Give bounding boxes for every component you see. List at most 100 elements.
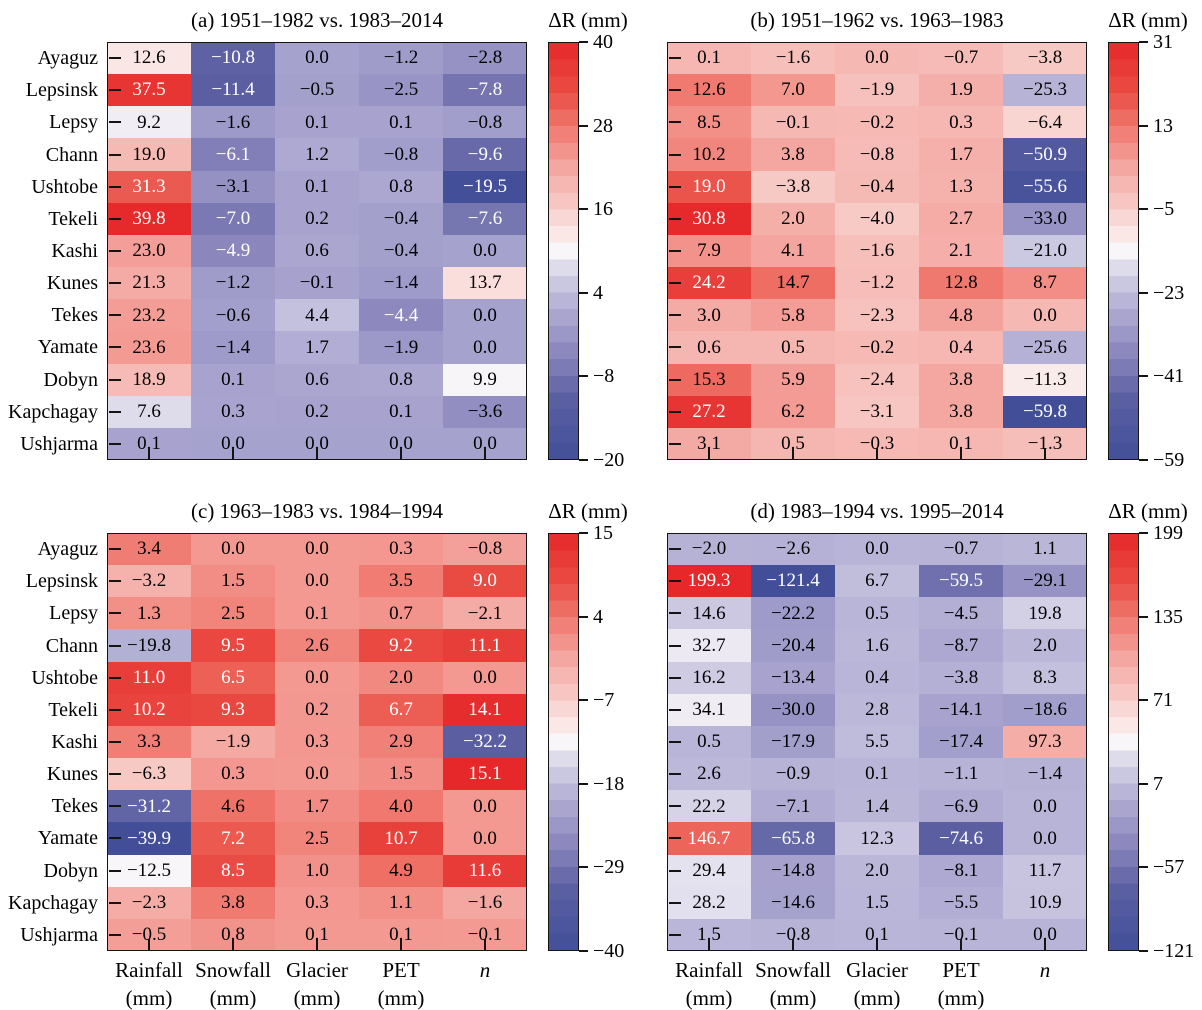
heatmap-cell: 19.8 [1003,597,1087,630]
row-label-ayaguz: Ayaguz [37,47,98,70]
heatmap-cell: 3.8 [919,363,1003,397]
colorbar-tick [1139,866,1148,869]
heatmap-cell: 4.4 [275,299,359,332]
y-tick [108,580,121,583]
x-tick [148,447,150,459]
heatmap-cell: 7.0 [751,74,835,107]
colorbar-tick-label: −41 [1153,365,1185,388]
heatmap-cell: 31.3 [107,170,191,204]
heatmap-cell: −1.9 [359,331,443,365]
x-tick [708,938,710,950]
colorbar-tick-label: 40 [593,31,613,53]
heatmap-cell: −3.6 [443,395,527,429]
heatmap-cell: −0.7 [919,42,1003,75]
heatmap-cell: −2.6 [751,533,835,566]
heatmap-cell: 0.1 [835,758,919,791]
x-tick [708,447,710,459]
colorbar-tick-label: 7 [1153,772,1163,795]
heatmap-cell: −0.9 [751,758,835,791]
heatmap-cell: 9.0 [443,565,527,598]
heatmap-cell: −59.5 [919,565,1003,598]
row-label-kunes: Kunes [46,272,98,295]
heatmap-cell: 37.5 [107,74,191,107]
heatmap-cell: 199.3 [667,565,751,598]
y-tick [668,644,681,647]
y-tick [108,185,121,188]
heatmap-cell: −2.3 [107,886,191,920]
row-label-kashi: Kashi [51,731,98,753]
heatmap-cell: 4.0 [359,790,443,823]
heatmap-cell: −13.4 [751,661,835,695]
colorbar-tick-label: −7 [593,689,615,712]
row-label-tekes: Tekes [51,304,98,327]
heatmap-cell: −2.8 [443,42,527,75]
y-tick [108,314,121,317]
heatmap-cell: −20.4 [751,629,835,663]
heatmap-cell: 3.0 [667,299,751,332]
heatmap-cell: −8.7 [919,629,1003,663]
heatmap-cell: 9.2 [107,106,191,139]
heatmap-cell: 3.8 [191,886,275,920]
heatmap-cell: 2.1 [919,234,1003,268]
heatmap-cell: −4.5 [919,597,1003,630]
heatmap-cell: 2.6 [275,629,359,663]
colorbar-tick [579,782,588,785]
colorbar-tick [579,459,588,461]
heatmap-cell: 1.6 [835,629,919,663]
heatmap-cell: −3.8 [751,170,835,204]
row-label-yamate: Yamate [37,827,98,850]
colorbar-tick-label: 16 [593,198,613,221]
x-axis-label-n: n [479,958,491,982]
x-tick [792,938,794,950]
colorbar-tick-label: −29 [593,856,625,879]
heatmap-cell: 0.3 [275,886,359,920]
colorbar-tick-label: −59 [1153,449,1185,471]
y-tick [108,346,121,349]
heatmap-cell: 21.3 [107,267,191,300]
colorbar-tick-label: −20 [593,449,625,471]
y-tick [668,805,681,808]
heatmap-cell: −0.2 [835,331,919,365]
heatmap-cell: 9.5 [191,629,275,663]
x-tick [316,447,318,459]
heatmap-cell: 6.5 [191,661,275,695]
heatmap-cell: −1.6 [443,886,527,920]
colorbar-tick-label: 4 [593,605,603,628]
heatmap-cell: 0.0 [443,299,527,332]
heatmap-cell: 0.3 [191,758,275,791]
y-tick [108,805,121,808]
heatmap-cell: −5.5 [919,886,1003,920]
y-tick [108,548,121,551]
x-axis-label-rainfall: Rainfall [675,958,743,982]
heatmap-cell: −0.4 [359,202,443,236]
heatmap-cell: −50.9 [1003,138,1087,172]
heatmap-cell: −2.4 [835,363,919,397]
heatmap-cell: 0.7 [359,597,443,630]
colorbar-tick [1139,699,1148,702]
heatmap-cell: 0.3 [275,725,359,759]
heatmap-cell: −0.4 [359,234,443,268]
heatmap-cell: 10.2 [107,693,191,727]
heatmap-cell: 0.1 [275,170,359,204]
heatmap-cell: −14.6 [751,886,835,920]
heatmap-cell: −3.1 [191,170,275,204]
y-tick [108,933,121,936]
heatmap-cell: 1.2 [275,138,359,172]
heatmap-cell: 2.8 [835,693,919,727]
heatmap-cell: 0.0 [1003,918,1087,952]
heatmap-cell: 15.3 [667,363,751,397]
heatmap-cell: 0.0 [443,790,527,823]
y-tick [668,933,681,936]
colorbar-tick-label: 15 [593,522,613,544]
x-tick [484,938,486,950]
y-tick [108,282,121,285]
heatmap-cell: 0.0 [835,42,919,75]
row-label-kapchagay: Kapchagay [8,400,98,423]
heatmap-cell: −14.1 [919,693,1003,727]
x-axis-unit: (mm) [125,986,173,1010]
heatmap-cell: 1.7 [275,790,359,823]
colorbar-tick-label: 135 [1153,605,1183,628]
heatmap-cell: 0.0 [443,661,527,695]
x-tick [960,938,962,950]
heatmap-cell: −33.0 [1003,202,1087,236]
